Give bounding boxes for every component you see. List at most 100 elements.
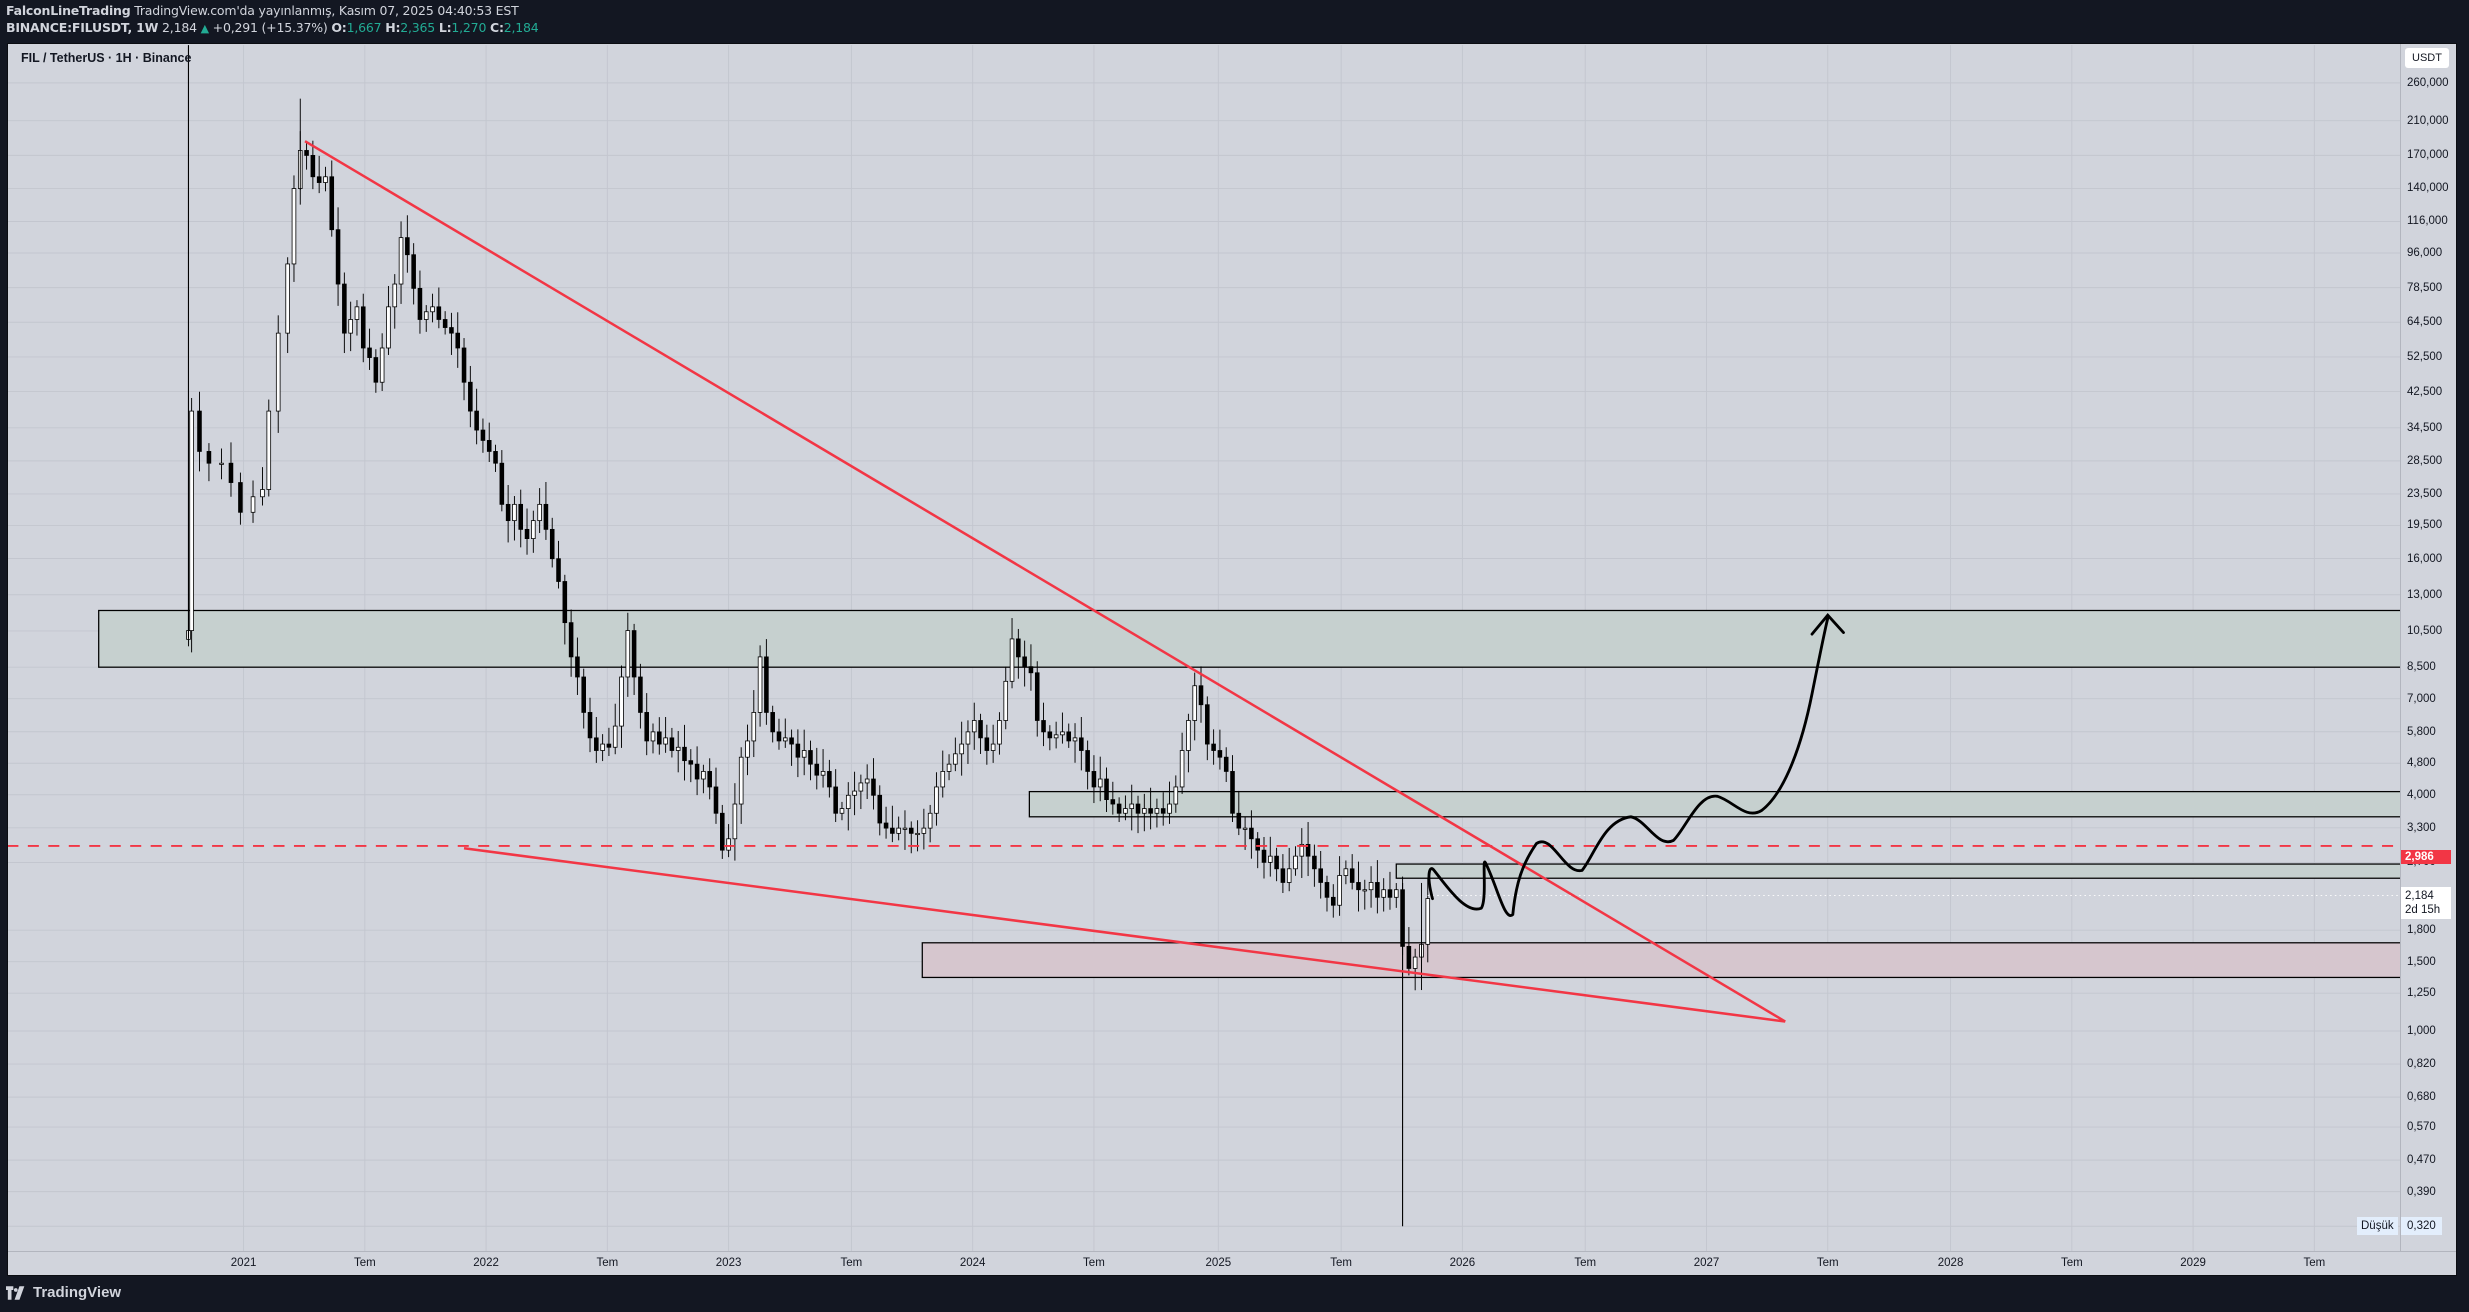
- price-tick-label: 28,500: [2407, 454, 2443, 467]
- bearish-candle: [1261, 849, 1267, 863]
- time-tick-label: 2022: [473, 1257, 499, 1269]
- bullish-candle: [1412, 956, 1418, 969]
- bullish-candle: [625, 630, 631, 678]
- bearish-candle: [883, 822, 889, 829]
- low-value-label: 0,320: [2401, 1217, 2442, 1235]
- low-label: L:: [438, 20, 452, 35]
- bullish-candle: [959, 743, 964, 755]
- bullish-candle: [738, 756, 744, 805]
- price-tick-label: 0,470: [2407, 1154, 2436, 1167]
- bearish-candle: [549, 528, 555, 560]
- price-tick-label: 64,500: [2407, 316, 2443, 329]
- bullish-candle: [1299, 843, 1305, 857]
- bearish-candle: [1198, 685, 1204, 706]
- bearish-candle: [316, 176, 322, 183]
- bullish-candle: [1242, 827, 1248, 830]
- time-axis[interactable]: 2021 Tem 2022 Tem 2023 Tem 2024 Tem 2025 Tem 2026 T…: [8, 1251, 2456, 1276]
- price-change: +0,291 (+15.37%): [212, 20, 328, 35]
- bearish-candle: [581, 676, 587, 713]
- open-value: 1,667: [346, 20, 382, 35]
- bearish-candle: [1160, 808, 1166, 814]
- low-value: 1,270: [451, 20, 487, 35]
- bearish-candle: [827, 771, 832, 788]
- bullish-candle: [1186, 720, 1191, 751]
- bearish-candle: [197, 410, 202, 452]
- bar-countdown: 2d 15h: [2405, 904, 2441, 916]
- bullish-candle: [1381, 889, 1386, 898]
- time-tick-label: Tem: [2303, 1257, 2326, 1269]
- bearish-candle: [833, 786, 838, 814]
- open-label: O:: [331, 20, 347, 35]
- price-tick-label: 1,500: [2407, 955, 2436, 968]
- bullish-candle: [291, 188, 297, 265]
- time-tick-label: Tem: [1574, 1257, 1597, 1269]
- publish-info: FalconLineTrading TradingView.com'da yay…: [6, 3, 519, 18]
- bullish-candle: [1192, 685, 1197, 721]
- time-tick-label: 2021: [230, 1257, 257, 1269]
- bullish-candle: [612, 725, 618, 748]
- chart-canvas[interactable]: [8, 44, 2400, 1251]
- bullish-candle: [531, 520, 536, 539]
- bearish-candle: [417, 287, 423, 320]
- bearish-candle: [543, 503, 549, 530]
- price-tick-label: 170,000: [2407, 149, 2449, 162]
- bearish-candle: [449, 327, 454, 334]
- bullish-candle: [1154, 808, 1160, 814]
- bullish-candle: [997, 720, 1002, 745]
- bullish-candle: [537, 503, 542, 522]
- time-tick-label: Tem: [596, 1257, 619, 1269]
- bullish-candle: [1368, 882, 1374, 891]
- bullish-candle: [619, 676, 624, 727]
- bullish-candle: [430, 306, 435, 313]
- price-tick-label: 0,820: [2407, 1058, 2436, 1071]
- bearish-candle: [342, 283, 347, 334]
- bearish-candle: [1022, 656, 1027, 668]
- bearish-candle: [1387, 889, 1393, 898]
- bullish-candle: [285, 263, 290, 334]
- price-tick-label: 7,000: [2407, 692, 2436, 705]
- price-tick-label: 4,800: [2407, 757, 2436, 770]
- bearish-candle: [638, 676, 643, 713]
- bearish-candle: [1148, 808, 1153, 814]
- bearish-candle: [978, 720, 983, 739]
- bullish-candle: [927, 812, 933, 829]
- symbol-label: BINANCE:FILUSDT, 1W: [6, 20, 159, 35]
- bullish-candle: [219, 462, 224, 465]
- bearish-candle: [373, 357, 379, 383]
- bullish-candle: [600, 743, 605, 751]
- bullish-candle: [801, 750, 807, 758]
- bullish-candle: [398, 237, 404, 285]
- bearish-candle: [1116, 803, 1122, 814]
- price-tick-label: 4,000: [2407, 788, 2436, 801]
- low-tag: Düşük: [2357, 1217, 2398, 1235]
- author-name[interactable]: FalconLineTrading: [6, 3, 131, 18]
- bearish-candle: [360, 306, 366, 349]
- bullish-candle: [845, 794, 851, 809]
- price-axis[interactable]: USDT 260,000 210,000 170,000 140,000 116,000…: [2357, 44, 2457, 1251]
- bullish-candle: [392, 283, 398, 308]
- bearish-candle: [814, 763, 820, 776]
- tradingview-footer: TradingView: [6, 1284, 121, 1301]
- currency-button[interactable]: USDT: [2405, 48, 2449, 68]
- bearish-candle: [329, 176, 335, 231]
- chart-legend-title[interactable]: FIL / TetherUS · 1H · Binance: [21, 51, 192, 65]
- bearish-candle: [890, 827, 895, 834]
- bullish-candle: [1393, 889, 1399, 898]
- bullish-candle: [1179, 750, 1185, 788]
- descending-support-trendline: [463, 847, 1786, 1023]
- bearish-candle: [682, 746, 687, 762]
- bearish-candle: [657, 731, 662, 745]
- bearish-candle: [1028, 666, 1034, 674]
- bearish-candle: [694, 763, 700, 780]
- resistance-zone-low: [1395, 863, 2400, 879]
- bearish-candle: [1034, 672, 1040, 721]
- last-price: 2,184: [162, 20, 197, 35]
- bearish-candle: [908, 827, 914, 834]
- bearish-candle: [304, 150, 309, 156]
- bearish-candle: [493, 451, 498, 464]
- chart-panel[interactable]: FIL / TetherUS · 1H · Binance USDT 260,0…: [7, 43, 2457, 1276]
- bullish-candle: [820, 771, 826, 776]
- bearish-candle: [871, 778, 876, 796]
- current-price-value: 2,184: [2405, 890, 2434, 902]
- bearish-candle: [1305, 843, 1311, 857]
